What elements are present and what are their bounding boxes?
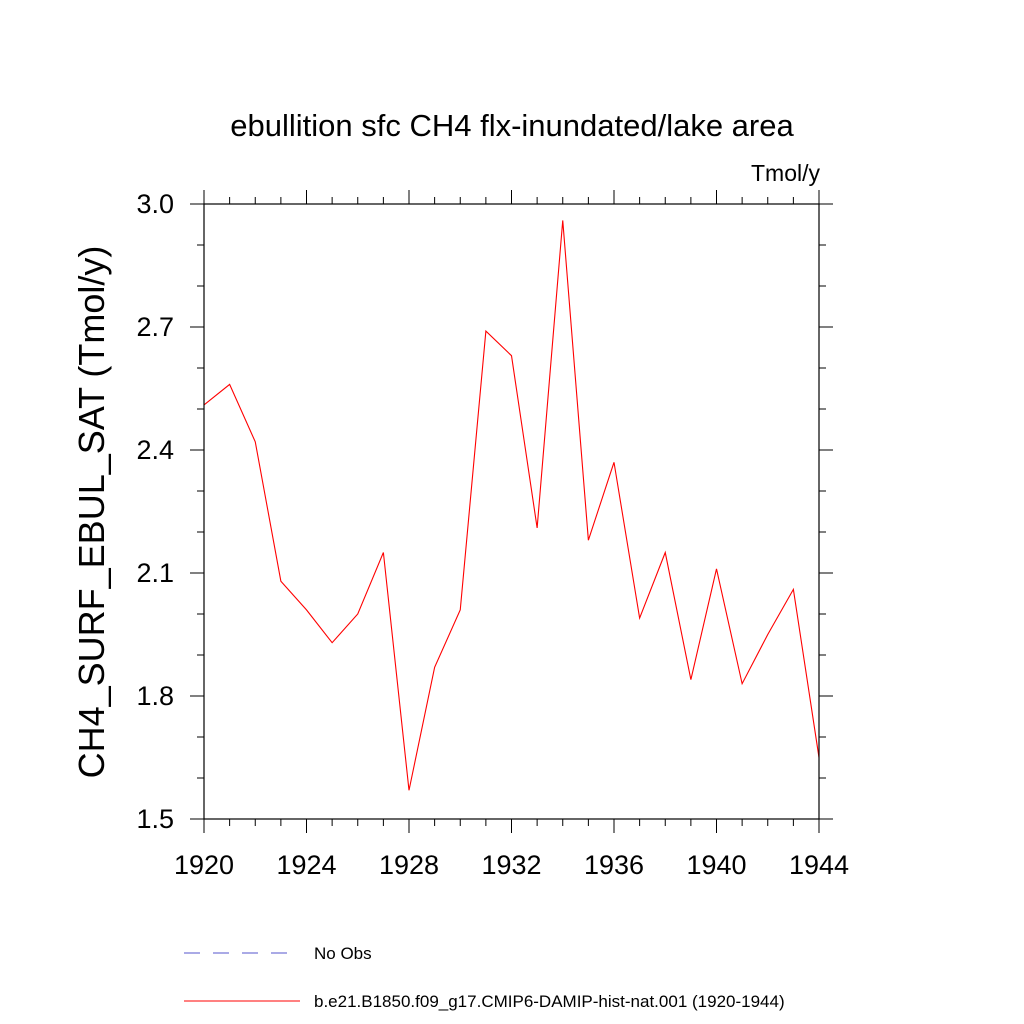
y-tick-label: 3.0 (136, 189, 174, 219)
y-tick-label: 2.7 (136, 312, 174, 342)
axis-ticks (190, 190, 833, 833)
y-axis-label: CH4_SURF_EBUL_SAT (Tmol/y) (71, 246, 112, 779)
x-tick-label: 1944 (789, 850, 849, 880)
legend-label-model: b.e21.B1850.f09_g17.CMIP6-DAMIP-hist-nat… (314, 992, 785, 1011)
series-line (203, 220, 820, 791)
x-tick-label: 1928 (379, 850, 439, 880)
tick-labels: 1920 1924 1928 1932 1936 1940 1944 1.5 1.8 2.1 2.4… (136, 189, 849, 880)
y-tick-label: 1.8 (136, 681, 174, 711)
y-tick-label: 2.1 (136, 558, 174, 588)
series-layer (203, 220, 820, 791)
units-label: Tmol/y (751, 160, 821, 186)
x-tick-label: 1940 (686, 850, 746, 880)
x-tick-label: 1924 (276, 850, 336, 880)
legend-label-no-obs: No Obs (314, 944, 372, 963)
y-tick-label: 2.4 (136, 435, 174, 465)
x-tick-label: 1932 (481, 850, 541, 880)
plot-frame (203, 203, 820, 820)
x-tick-label: 1936 (584, 850, 644, 880)
x-tick-label: 1920 (174, 850, 234, 880)
y-tick-label: 1.5 (136, 804, 174, 834)
chart-title: ebullition sfc CH4 flx-inundated/lake ar… (230, 108, 794, 143)
legend: No Obs b.e21.B1850.f09_g17.CMIP6-DAMIP-h… (184, 944, 785, 1011)
